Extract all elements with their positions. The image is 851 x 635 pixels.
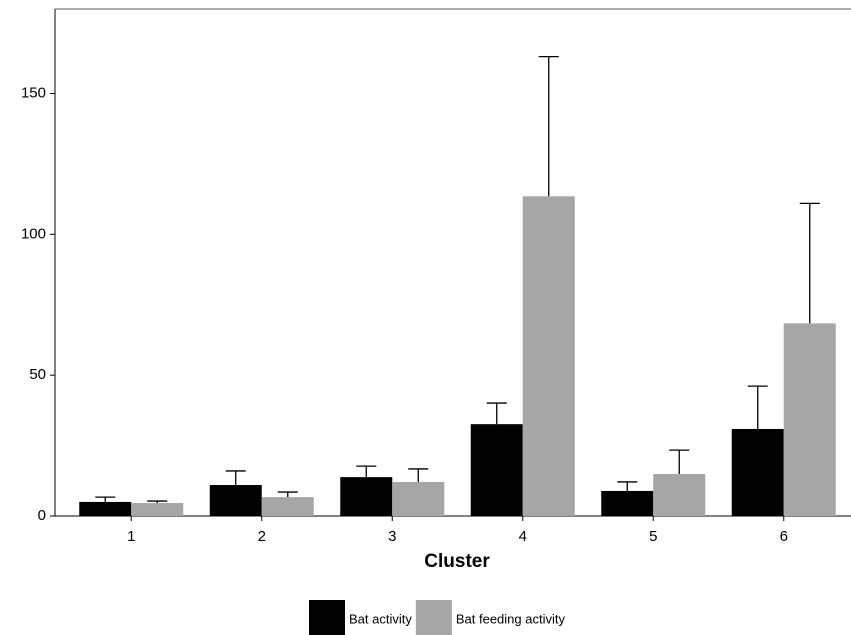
x-tick-label: 4 xyxy=(519,528,527,545)
legend-label: Bat activity xyxy=(349,611,412,626)
bar xyxy=(653,474,706,516)
y-tick-label: 50 xyxy=(29,366,46,383)
bar xyxy=(131,503,184,516)
bar xyxy=(209,485,262,516)
y-tick-label: 150 xyxy=(21,84,46,101)
bar xyxy=(470,424,523,516)
x-tick-label: 1 xyxy=(127,528,135,545)
bar xyxy=(731,428,784,516)
bar xyxy=(79,501,132,516)
legend-swatch xyxy=(415,600,452,635)
y-tick-label: 0 xyxy=(38,507,46,524)
y-tick-label: 100 xyxy=(21,225,46,242)
bar xyxy=(522,196,575,516)
bar xyxy=(261,497,314,516)
bar xyxy=(340,477,393,516)
legend-swatch xyxy=(309,600,345,635)
legend-label: Bat feeding activity xyxy=(456,611,566,626)
x-tick-label: 6 xyxy=(780,528,788,545)
bar xyxy=(392,481,445,516)
bar xyxy=(601,490,654,516)
bar xyxy=(783,323,836,516)
x-tick-label: 2 xyxy=(258,528,266,545)
x-tick-label: 3 xyxy=(388,528,396,545)
x-axis-label: Cluster xyxy=(424,551,490,572)
x-tick-label: 5 xyxy=(649,528,657,545)
